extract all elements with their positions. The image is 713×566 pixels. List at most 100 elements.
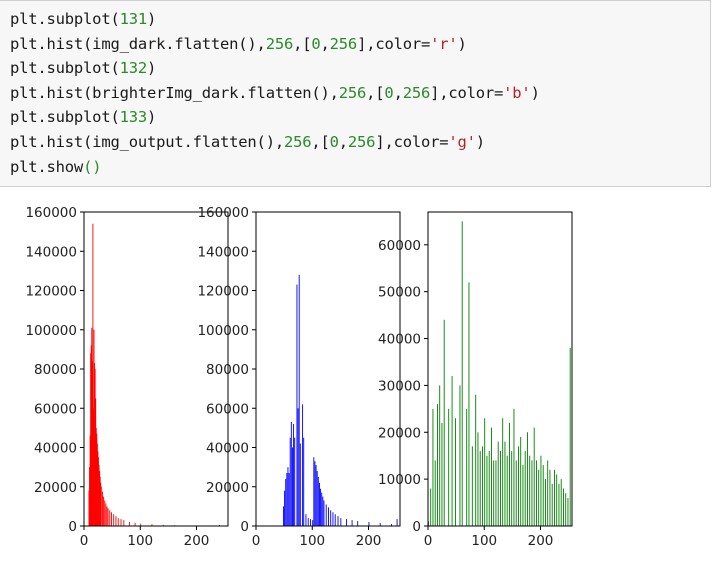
y-tick-label: 30000 (378, 378, 421, 394)
histogram-bar (478, 432, 479, 526)
histogram-bar (302, 404, 303, 526)
histogram-bar (502, 418, 503, 526)
histogram-bar (482, 446, 483, 526)
x-tick-label: 200 (528, 533, 554, 549)
y-tick-label: 80000 (206, 362, 249, 378)
histogram-bar (534, 428, 535, 526)
code-token: 256 (284, 133, 311, 151)
histogram-bar (283, 506, 284, 526)
histogram-bar (289, 473, 290, 526)
code-token: plt.hist(img_output.flatten(), (10, 133, 284, 151)
y-tick-label: 120000 (25, 284, 77, 300)
code-line: plt.subplot(131) (10, 7, 540, 32)
code-token: plt.subplot( (10, 108, 120, 126)
histogram-bar (538, 470, 539, 526)
histogram-bar (455, 418, 456, 526)
histogram-bar (313, 457, 314, 526)
histogram-bar (523, 465, 524, 526)
y-tick-label: 10000 (378, 472, 421, 488)
histogram-bar (472, 446, 473, 526)
histogram-bar (529, 456, 530, 526)
histogram-bar (433, 409, 434, 526)
histogram-bar (452, 376, 453, 526)
histogram-bar (116, 516, 117, 526)
histogram-bar (352, 520, 353, 526)
code-line: plt.subplot(133) (10, 105, 540, 130)
histogram-bar (340, 518, 341, 526)
code-token: 'b' (503, 84, 530, 102)
histogram-bar (316, 465, 317, 526)
histogram-bar (480, 451, 481, 526)
code-token: 256 (348, 133, 375, 151)
code-token: ],color= (357, 35, 430, 53)
histogram-bar (448, 409, 449, 526)
code-token: ],color= (430, 84, 503, 102)
code-token: ) (147, 59, 156, 77)
histogram-bar (284, 491, 285, 526)
histogram-bar (369, 522, 370, 526)
histogram-bar (101, 487, 102, 526)
x-tick-label: 0 (80, 533, 89, 549)
code-token: ) (147, 10, 156, 28)
histogram-bar (541, 456, 542, 526)
histogram-bar (330, 510, 331, 526)
x-tick-label: 200 (356, 533, 382, 549)
histogram-bar (105, 503, 106, 526)
histogram-bar (303, 438, 304, 526)
histogram-bar (554, 470, 555, 526)
histogram-bar (321, 493, 322, 526)
histogram-bar (338, 516, 339, 526)
histogram-bar (310, 519, 311, 526)
x-tick-label: 100 (299, 533, 325, 549)
histogram-bar (545, 479, 546, 526)
histogram-bar (532, 460, 533, 526)
histogram-bar (123, 520, 124, 526)
y-tick-label: 120000 (197, 284, 249, 300)
histogram-bar (500, 451, 501, 526)
histogram-bar (442, 423, 443, 526)
y-tick-label: 40000 (206, 441, 249, 457)
histogram-bar (527, 432, 528, 526)
histogram-bar (484, 418, 485, 526)
histogram-bar (516, 460, 517, 526)
histogram-bar (291, 422, 292, 526)
code-token: plt.subplot( (10, 59, 120, 77)
x-tick-label: 200 (184, 533, 210, 549)
histogram-bar (312, 520, 313, 526)
code-line: plt.show() (10, 155, 540, 180)
y-tick-label: 40000 (34, 441, 77, 457)
histogram-bar (491, 428, 492, 526)
histogram-bar (498, 442, 499, 526)
histogram-bar (292, 448, 293, 527)
histogram-bar (559, 484, 560, 526)
y-tick-label: 0 (68, 519, 77, 535)
histogram-figure: 0200004000060000800001000001200001400001… (0, 190, 713, 562)
histogram-bar (109, 510, 110, 526)
code-token: 0 (330, 133, 339, 151)
histogram-bar (509, 423, 510, 526)
y-tick-label: 40000 (378, 332, 421, 348)
histogram-bar (543, 465, 544, 526)
code-token: 256 (339, 84, 366, 102)
code-token: , (321, 35, 330, 53)
code-token: , (339, 133, 348, 151)
code-token: ,[ (311, 133, 329, 151)
code-token: plt.hist(brighterImg_dark.flatten(), (10, 84, 339, 102)
y-tick-label: 0 (412, 519, 421, 535)
histogram-bar (333, 512, 334, 526)
histogram-bar (437, 404, 438, 526)
histogram-bar (318, 477, 319, 526)
histogram-bar (430, 489, 431, 526)
histogram-bar (525, 451, 526, 526)
histogram-bar (108, 508, 109, 526)
histogram-bar (300, 444, 301, 526)
histogram-bar (286, 473, 287, 526)
code-cell[interactable]: plt.subplot(131)plt.hist(img_dark.flatte… (0, 0, 711, 187)
code-token: 131 (120, 10, 147, 28)
histogram-bar (550, 470, 551, 526)
histogram-bar (326, 504, 327, 526)
code-editor[interactable]: plt.subplot(131)plt.hist(img_dark.flatte… (10, 7, 540, 179)
code-line: plt.hist(img_output.flatten(),256,[0,256… (10, 130, 540, 155)
